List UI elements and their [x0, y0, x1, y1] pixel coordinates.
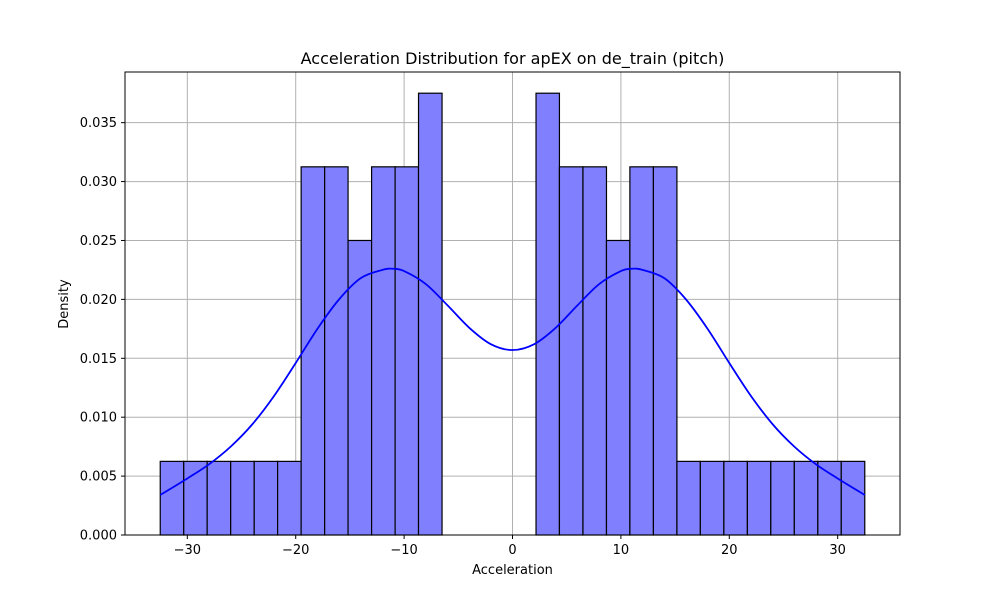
histogram-bar	[253, 460, 279, 536]
histogram-bar	[394, 166, 420, 536]
y-tick-label: 0.015	[80, 352, 117, 367]
histogram-bar	[324, 166, 349, 536]
histogram-bar	[300, 166, 326, 536]
kde-line	[159, 267, 866, 496]
histogram-bar	[206, 460, 232, 536]
histogram-bar	[582, 166, 608, 536]
histogram-bar	[793, 460, 819, 536]
histogram-bar	[605, 239, 631, 536]
histogram-bar	[840, 460, 866, 536]
x-tick-label: 30	[829, 543, 846, 558]
histogram-bar	[535, 92, 561, 536]
histogram-bar	[723, 460, 748, 536]
chart-title: Acceleration Distribution for apEX on de…	[301, 49, 725, 69]
histogram-bar	[652, 166, 678, 536]
y-tick-label: 0.030	[80, 175, 117, 190]
x-tick-label: 20	[721, 543, 738, 558]
y-tick-label: 0.000	[80, 529, 117, 544]
histogram-bar	[370, 166, 396, 536]
x-ticks: −30 −20 −10 0 10 20 30	[174, 535, 846, 558]
histogram-bar	[277, 460, 302, 536]
histogram-bar	[770, 460, 795, 536]
histogram-bar	[230, 460, 255, 536]
x-tick-label: −30	[174, 543, 201, 558]
histogram-bar	[159, 460, 185, 536]
kde-curve-group	[159, 267, 866, 496]
y-ticks: 0.000 0.005 0.010 0.015 0.020 0.025 0.030 0.035	[80, 116, 125, 544]
x-tick-label: 10	[613, 543, 630, 558]
histogram-bar	[558, 166, 584, 536]
histogram-bar	[746, 460, 772, 536]
y-tick-label: 0.020	[80, 293, 117, 308]
y-tick-label: 0.010	[80, 411, 117, 426]
grid	[125, 72, 900, 536]
histogram-bar	[699, 460, 725, 536]
histogram-bar	[629, 166, 655, 536]
histogram-bar	[676, 460, 701, 536]
y-axis-label: Density	[57, 279, 72, 329]
x-tick-label: 0	[508, 543, 516, 558]
x-axis-label: Acceleration	[472, 563, 553, 578]
histogram-bar	[417, 92, 443, 536]
y-tick-label: 0.025	[80, 234, 117, 249]
y-tick-label: 0.035	[80, 116, 117, 131]
x-tick-label: −10	[390, 543, 417, 558]
x-tick-label: −20	[282, 543, 309, 558]
y-tick-label: 0.005	[80, 470, 117, 485]
